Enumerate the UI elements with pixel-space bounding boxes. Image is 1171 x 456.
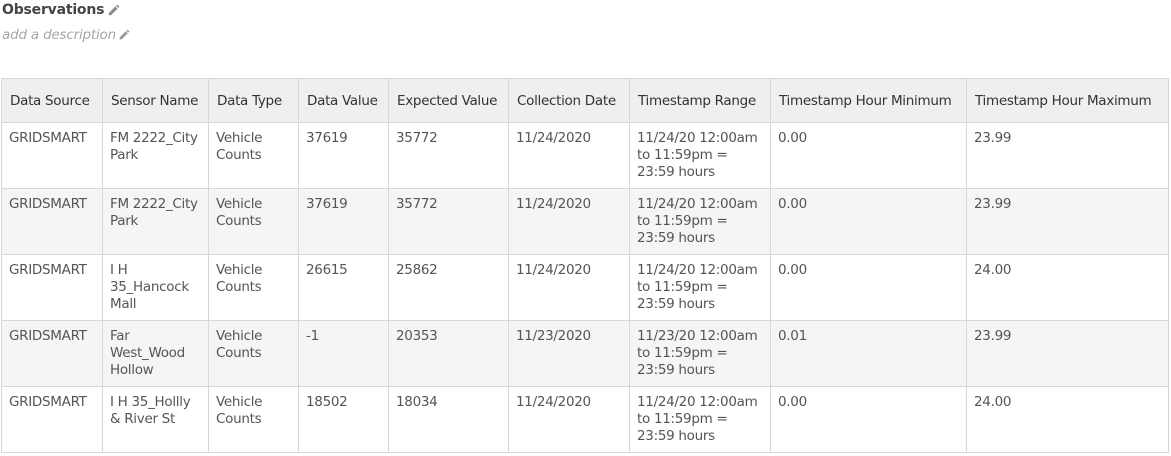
cell-hour-maximum: 23.99 bbox=[966, 122, 1169, 189]
cell-expected-value: 18034 bbox=[388, 386, 509, 453]
cell-collection-date: 11/24/2020 bbox=[508, 386, 630, 453]
cell-expected-value: 25862 bbox=[388, 254, 509, 321]
cell-collection-date: 11/24/2020 bbox=[508, 254, 630, 321]
cell-hour-minimum: 0.00 bbox=[770, 122, 967, 189]
cell-collection-date: 11/24/2020 bbox=[508, 188, 630, 255]
cell-hour-minimum: 0.00 bbox=[770, 386, 967, 453]
cell-sensor-name: Far West_Wood Hollow bbox=[102, 320, 209, 387]
cell-data-source: GRIDSMART bbox=[1, 188, 103, 255]
column-header[interactable]: Expected Value bbox=[388, 78, 509, 123]
cell-hour-minimum: 0.00 bbox=[770, 254, 967, 321]
cell-expected-value: 35772 bbox=[388, 122, 509, 189]
column-header[interactable]: Sensor Name bbox=[102, 78, 209, 123]
cell-timestamp-range: 11/24/20 12:00am to 11:59pm = 23:59 hour… bbox=[629, 188, 771, 255]
description-row[interactable]: add a description bbox=[2, 25, 131, 44]
column-header[interactable]: Collection Date bbox=[508, 78, 630, 123]
cell-hour-maximum: 24.00 bbox=[966, 254, 1169, 321]
cell-timestamp-range: 11/24/20 12:00am to 11:59pm = 23:59 hour… bbox=[629, 386, 771, 453]
cell-sensor-name: FM 2222_City Park bbox=[102, 122, 209, 189]
cell-data-type: Vehicle Counts bbox=[208, 320, 299, 387]
table-row: GRIDSMART Far West_Wood Hollow Vehicle C… bbox=[1, 320, 1169, 387]
cell-timestamp-range: 11/24/20 12:00am to 11:59pm = 23:59 hour… bbox=[629, 122, 771, 189]
cell-collection-date: 11/23/2020 bbox=[508, 320, 630, 387]
cell-data-value: 26615 bbox=[298, 254, 389, 321]
cell-sensor-name: I H 35_Hollly & River St bbox=[102, 386, 209, 453]
cell-hour-maximum: 23.99 bbox=[966, 320, 1169, 387]
cell-data-source: GRIDSMART bbox=[1, 320, 103, 387]
cell-data-source: GRIDSMART bbox=[1, 386, 103, 453]
cell-data-value: 37619 bbox=[298, 122, 389, 189]
cell-data-type: Vehicle Counts bbox=[208, 254, 299, 321]
cell-data-type: Vehicle Counts bbox=[208, 386, 299, 453]
observations-table: Data Source Sensor Name Data Type Data V… bbox=[1, 78, 1169, 453]
cell-data-source: GRIDSMART bbox=[1, 122, 103, 189]
table-header-row: Data Source Sensor Name Data Type Data V… bbox=[1, 78, 1169, 123]
cell-collection-date: 11/24/2020 bbox=[508, 122, 630, 189]
cell-data-source: GRIDSMART bbox=[1, 254, 103, 321]
cell-data-type: Vehicle Counts bbox=[208, 122, 299, 189]
table-row: GRIDSMART FM 2222_City Park Vehicle Coun… bbox=[1, 188, 1169, 255]
column-header[interactable]: Timestamp Range bbox=[629, 78, 771, 123]
table-row: GRIDSMART FM 2222_City Park Vehicle Coun… bbox=[1, 122, 1169, 189]
cell-sensor-name: I H 35_Hancock Mall bbox=[102, 254, 209, 321]
edit-description-pencil-icon[interactable] bbox=[118, 28, 131, 41]
cell-data-value: 37619 bbox=[298, 188, 389, 255]
cell-data-type: Vehicle Counts bbox=[208, 188, 299, 255]
page-title: Observations bbox=[2, 1, 105, 18]
title-row: Observations bbox=[2, 0, 131, 19]
description-placeholder[interactable]: add a description bbox=[2, 26, 116, 43]
edit-title-pencil-icon[interactable] bbox=[107, 3, 121, 17]
cell-timestamp-range: 11/24/20 12:00am to 11:59pm = 23:59 hour… bbox=[629, 254, 771, 321]
column-header[interactable]: Data Value bbox=[298, 78, 389, 123]
table-row: GRIDSMART I H 35_Hancock Mall Vehicle Co… bbox=[1, 254, 1169, 321]
column-header[interactable]: Data Type bbox=[208, 78, 299, 123]
column-header[interactable]: Timestamp Hour Minimum bbox=[770, 78, 967, 123]
column-header[interactable]: Data Source bbox=[1, 78, 103, 123]
table-row: GRIDSMART I H 35_Hollly & River St Vehic… bbox=[1, 386, 1169, 453]
cell-timestamp-range: 11/23/20 12:00am to 11:59pm = 23:59 hour… bbox=[629, 320, 771, 387]
cell-expected-value: 20353 bbox=[388, 320, 509, 387]
observations-header: Observations add a description bbox=[2, 0, 131, 44]
cell-hour-maximum: 23.99 bbox=[966, 188, 1169, 255]
cell-hour-maximum: 24.00 bbox=[966, 386, 1169, 453]
cell-hour-minimum: 0.01 bbox=[770, 320, 967, 387]
cell-sensor-name: FM 2222_City Park bbox=[102, 188, 209, 255]
column-header[interactable]: Timestamp Hour Maximum bbox=[966, 78, 1169, 123]
cell-data-value: -1 bbox=[298, 320, 389, 387]
cell-hour-minimum: 0.00 bbox=[770, 188, 967, 255]
cell-data-value: 18502 bbox=[298, 386, 389, 453]
cell-expected-value: 35772 bbox=[388, 188, 509, 255]
